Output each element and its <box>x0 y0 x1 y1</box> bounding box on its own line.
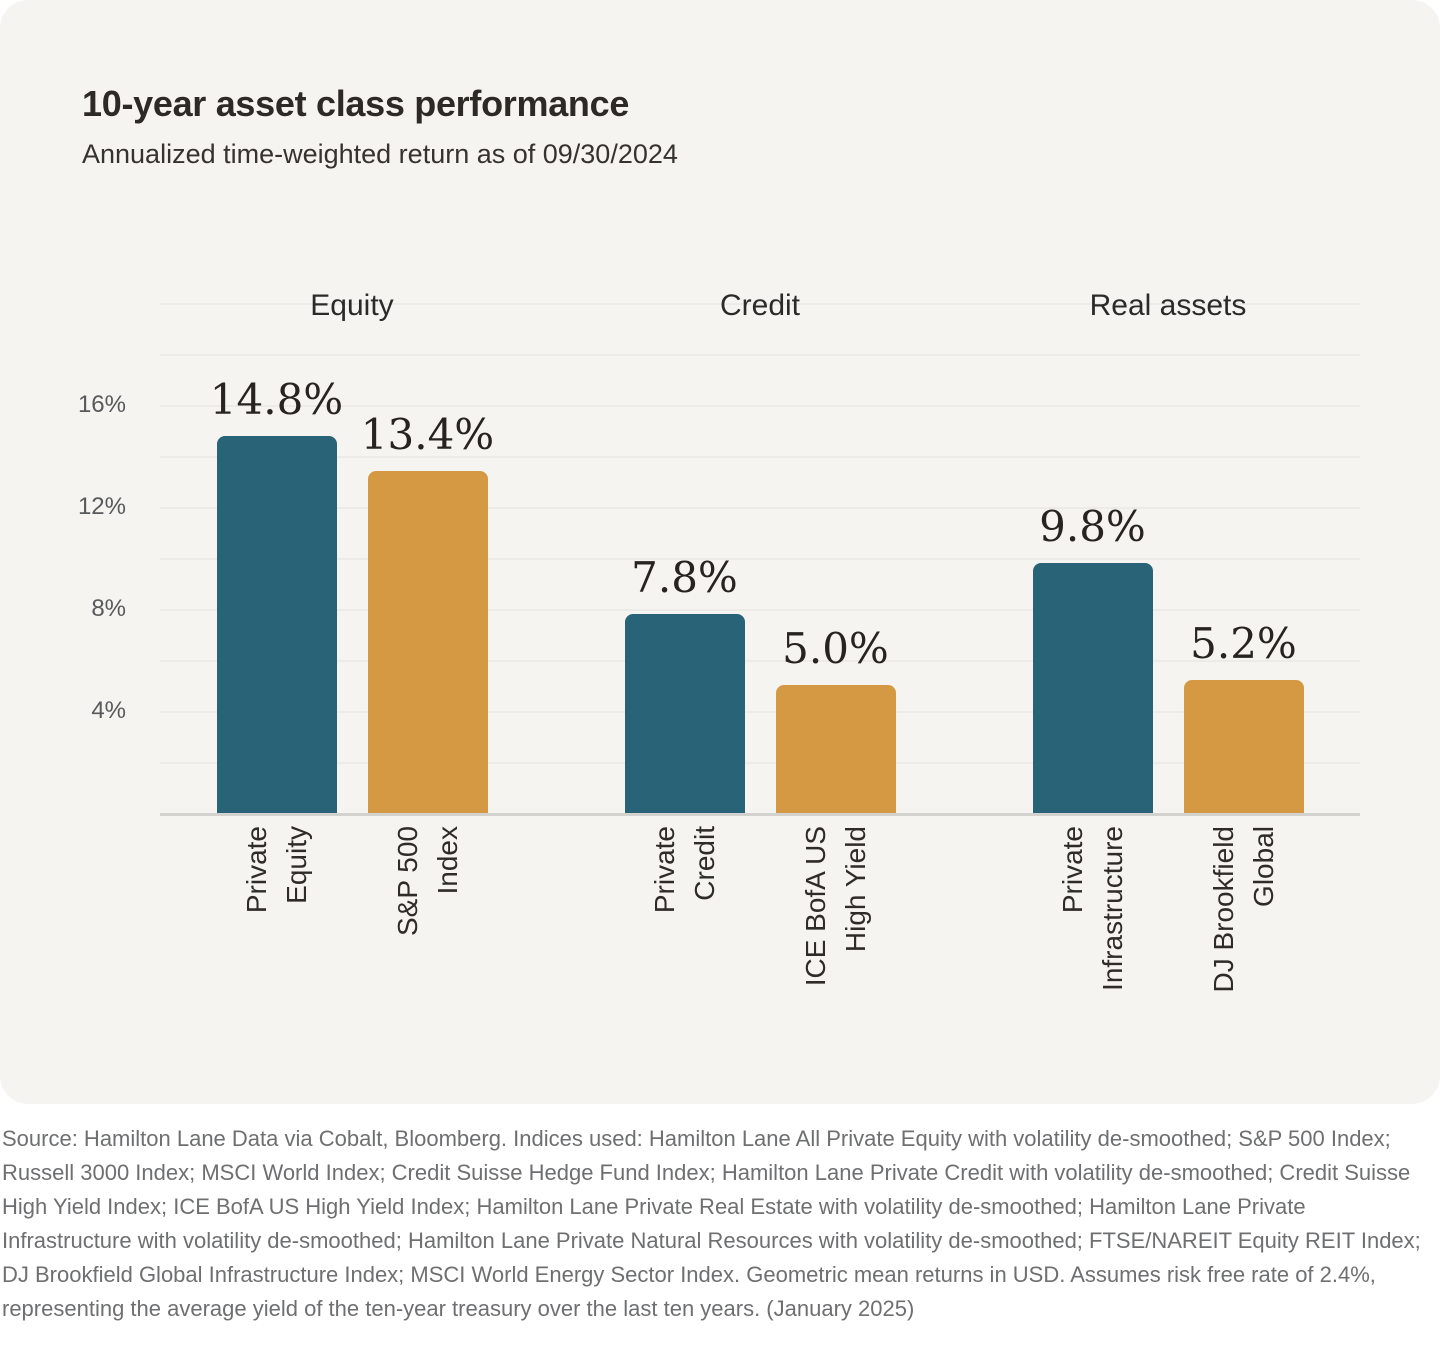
bar-value-label: 9.8% <box>1039 502 1146 551</box>
gridline <box>160 660 1360 662</box>
gridline <box>160 762 1360 764</box>
source-footnote: Source: Hamilton Lane Data via Cobalt, B… <box>2 1126 1421 1321</box>
bar-category-label: Private Infrastructure <box>1056 826 1128 991</box>
bar-value-label: 5.2% <box>1190 619 1297 668</box>
bar-private-credit <box>624 614 745 813</box>
bar-value-label: 7.8% <box>631 553 738 602</box>
gridline <box>160 354 1360 356</box>
bar-dj-brookfield-global <box>1183 680 1304 813</box>
bar-private-infrastructure <box>1032 563 1153 813</box>
bar-chart: 4% 8% 12% 16% Equity 14.8% Private Equity 13.4%… <box>77 289 1360 993</box>
group-label-equity: Equity <box>310 289 394 322</box>
chart-card: 10-year asset class performance Annualiz… <box>0 0 1440 1104</box>
bar-category-label: ICE BofA US High Yield <box>799 826 871 987</box>
gridline <box>160 609 1360 611</box>
bar-s-p-500-index <box>367 471 488 813</box>
bar-category-label: DJ Brookfield Global <box>1207 826 1279 993</box>
bar-value-label: 14.8% <box>209 375 344 424</box>
bar-category-label: Private Equity <box>240 826 312 914</box>
gridline <box>160 405 1360 407</box>
bar-category-label: Private Credit <box>648 826 720 914</box>
gridline <box>160 558 1360 560</box>
gridline <box>160 507 1360 509</box>
x-axis-line <box>160 813 1360 816</box>
y-tick-label: 12% <box>77 493 126 520</box>
chart-title: 10-year asset class performance <box>82 83 630 124</box>
bar-value-label: 5.0% <box>782 624 889 673</box>
gridline <box>160 303 1360 305</box>
group-label-real-assets: Real assets <box>1089 289 1247 322</box>
bar-value-label: 13.4% <box>360 410 495 459</box>
bar-private-equity <box>216 436 337 813</box>
bar-category-label: S&P 500 Index <box>391 826 463 937</box>
y-tick-label: 16% <box>77 391 126 418</box>
y-tick-label: 8% <box>91 595 126 622</box>
gridline <box>160 711 1360 713</box>
group-label-credit: Credit <box>719 289 801 322</box>
chart-subtitle: Annualized time-weighted return as of 09… <box>82 139 678 169</box>
gridline <box>160 456 1360 458</box>
y-tick-label: 4% <box>91 697 126 724</box>
bar-ice-bofa-us-high-yield <box>775 685 896 813</box>
